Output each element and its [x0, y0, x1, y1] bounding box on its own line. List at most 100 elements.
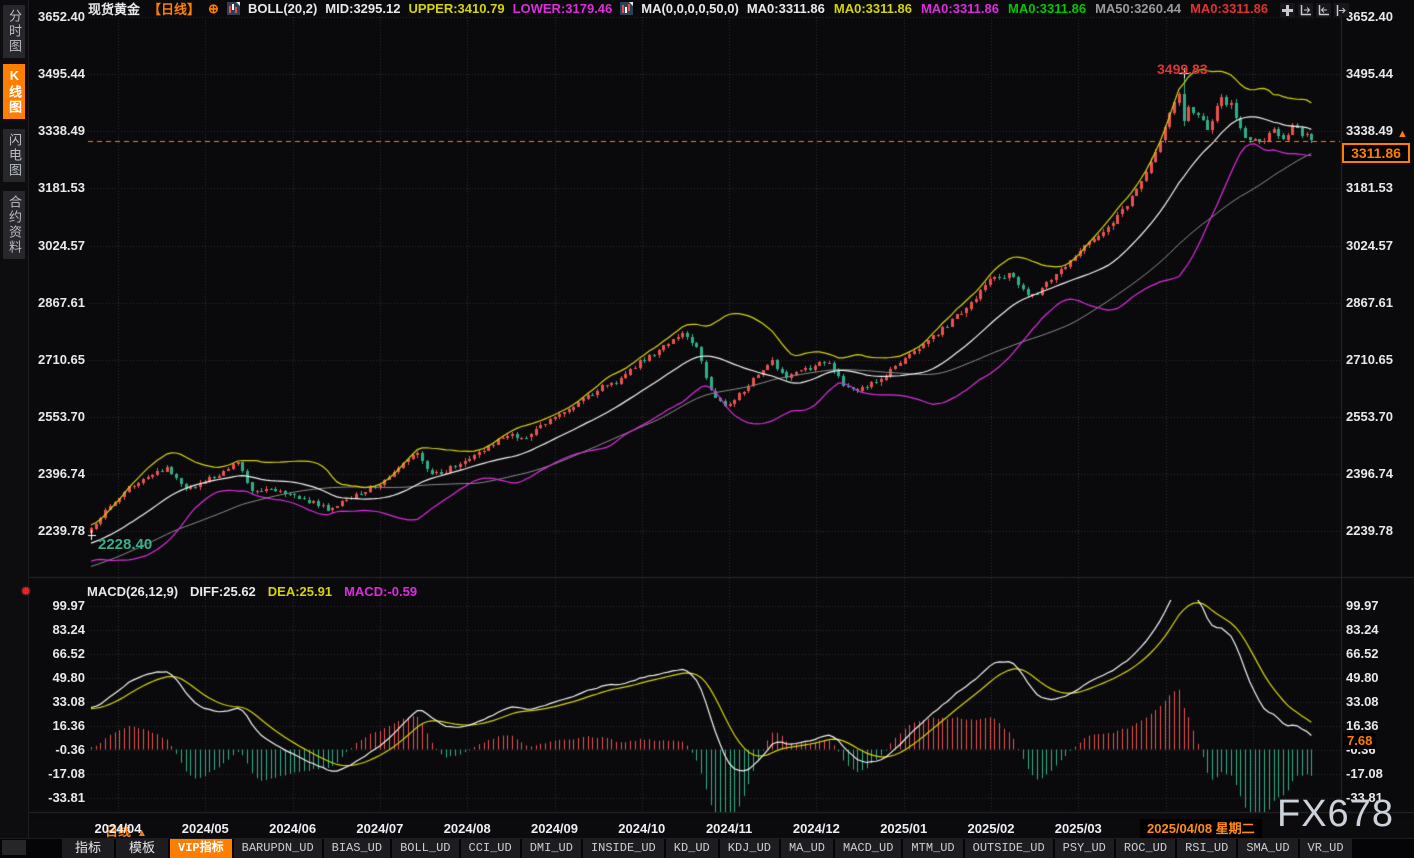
date-label: 2024/10: [618, 821, 666, 836]
axR-label: 2553.70: [1346, 408, 1393, 424]
scroll-right-icon[interactable]: [1334, 3, 1349, 17]
macd-hist-value: MACD:-0.59: [344, 584, 418, 599]
mxL-label: 16.36: [52, 718, 85, 733]
boll-mini-icon: [226, 2, 240, 15]
ma-value: MA0:3311.86: [1008, 1, 1087, 16]
ma-mini-icon: [620, 2, 634, 15]
mxR-label: 83.24: [1346, 622, 1379, 637]
ma-value: MA0:3311.86: [833, 1, 912, 16]
boll-lower-value: LOWER:3179.46: [512, 1, 613, 16]
bottom-tab-bar: 指标 模板 VIP指标 BARUPDN_UD BIAS_UD BOLL_UD CCI_UD D…: [0, 838, 1414, 858]
mxR-label: -33.81: [1346, 790, 1383, 805]
ma-value: MA0:3311.86: [746, 1, 825, 16]
bottom-tab-KDJ_UD[interactable]: KDJ_UD: [719, 839, 779, 858]
ma-value: MA0:3311.86: [1190, 1, 1269, 16]
x-axis-zoom-icon[interactable]: [1316, 3, 1331, 17]
last-price-badge: 3311.86: [1342, 143, 1410, 163]
date-label: 2024/08: [443, 821, 491, 836]
boll-label: BOLL(20,2): [247, 1, 318, 16]
add-indicator-icon[interactable]: ⊕: [208, 0, 219, 16]
bottom-tab-模板[interactable]: 模板: [116, 839, 169, 858]
sidebar-item-flash-chart[interactable]: 闪电图: [3, 129, 25, 182]
y-axis-zoom-icon[interactable]: [1298, 3, 1313, 17]
bottom-tab-OUTSIDE_UD[interactable]: OUTSIDE_UD: [964, 839, 1053, 858]
mxR-label: 99.97: [1346, 598, 1379, 613]
bottom-tab-VR_UD[interactable]: VR_UD: [1299, 839, 1352, 858]
axL-label: 3338.49: [38, 123, 85, 139]
bottom-tab-PSY_UD[interactable]: PSY_UD: [1054, 839, 1114, 858]
latest-price-arrow-icon: ▲: [1397, 128, 1408, 140]
macd-value-badge: 7.68: [1343, 733, 1377, 749]
period-badge[interactable]: 【日线】: [148, 2, 201, 17]
sidebar-item-kline-chart[interactable]: K线图: [3, 64, 25, 119]
bottom-tab-INSIDE_UD[interactable]: INSIDE_UD: [582, 839, 664, 858]
macd-label: MACD(26,12,9): [87, 584, 179, 599]
axL-label: 3024.57: [38, 237, 85, 253]
bottom-tab-MACD_UD[interactable]: MACD_UD: [835, 839, 902, 858]
bottom-tab-DMI_UD[interactable]: DMI_UD: [521, 839, 581, 858]
period-selector[interactable]: 日线 ▲: [105, 824, 147, 839]
date-label: 2025/02: [967, 821, 1015, 836]
axL-label: 3495.44: [38, 66, 85, 82]
bottom-tab-MA_UD[interactable]: MA_UD: [780, 839, 833, 858]
boll-upper-value: UPPER:3410.79: [408, 1, 505, 16]
mxR-label: 49.80: [1346, 670, 1379, 685]
date-label: 2025/01: [880, 821, 928, 836]
axR-label: 3495.44: [1346, 66, 1393, 82]
sidebar-item-contract-info[interactable]: 合约资料: [3, 191, 25, 259]
mxL-label: 83.24: [52, 622, 85, 637]
sidebar-item-time-chart[interactable]: 分时图: [3, 5, 25, 58]
mxL-label: -17.08: [48, 766, 85, 781]
bottom-tab-ROC_UD[interactable]: ROC_UD: [1115, 839, 1176, 858]
date-label: 2024/06: [269, 821, 317, 836]
lowest-price-annotation: 2228.40: [98, 536, 153, 553]
ma-value: MA0:3311.86: [920, 1, 999, 16]
axR-label: 2239.78: [1346, 523, 1393, 539]
bottom-tab-KD_UD[interactable]: KD_UD: [665, 839, 718, 858]
axL-label: 3181.53: [38, 180, 85, 196]
axR-label: 2710.65: [1346, 351, 1393, 367]
mxL-label: 49.80: [52, 670, 85, 685]
mxL-label: 66.52: [52, 646, 85, 661]
bottom-tab-CCI_UD[interactable]: CCI_UD: [460, 839, 520, 858]
macd-diff-value: DIFF:25.62: [190, 584, 256, 599]
date-label: 2024/05: [181, 821, 229, 836]
axR-label: 2396.74: [1346, 466, 1393, 482]
bottom-tab-指标[interactable]: 指标: [62, 839, 115, 858]
date-label: 2024/09: [531, 821, 578, 836]
mxR-label: 16.36: [1346, 718, 1379, 733]
date-label: 2024/12: [792, 821, 840, 836]
mxL-label: 33.08: [52, 694, 85, 709]
axR-label: 2867.61: [1346, 294, 1393, 310]
indicator-alert-icon[interactable]: ✹: [20, 583, 32, 599]
axL-label: 2867.61: [38, 294, 85, 310]
pan-tool-icon[interactable]: [1280, 3, 1295, 17]
bottom-tab-BIAS_UD[interactable]: BIAS_UD: [323, 839, 391, 858]
chart-toolbar: [1280, 3, 1349, 17]
ma-value: MA50:3260.44: [1095, 1, 1182, 16]
bottom-tab-SMA_UD[interactable]: SMA_UD: [1238, 839, 1298, 858]
axL-label: 2396.74: [38, 466, 85, 482]
bottom-tab-BARUPDN_UD[interactable]: BARUPDN_UD: [233, 839, 322, 858]
mxR-label: -17.08: [1346, 766, 1383, 781]
date-label: 2024/11: [705, 821, 753, 836]
ma-values: MA0:3311.86 MA0:3311.86 MA0:3311.86 MA0:331…: [747, 1, 1268, 16]
bottom-tab-BOLL_UD[interactable]: BOLL_UD: [392, 839, 459, 858]
bottom-tab-MTM_UD[interactable]: MTM_UD: [903, 839, 963, 858]
chart-header: 现货黄金 【日线】 ⊕ BOLL(20,2) MID:3295.12 UPPER…: [88, 0, 1268, 18]
axR-label: 3652.40: [1346, 9, 1393, 24]
date-label: 2024/04: [94, 821, 142, 836]
symbol-title: 现货黄金: [88, 2, 141, 17]
period-dropdown-icon: ▲: [137, 828, 147, 839]
bottom-tab-RSI_UD[interactable]: RSI_UD: [1177, 839, 1237, 858]
axL-label: 3652.40: [38, 9, 85, 24]
bottom-tab-VIP指标[interactable]: VIP指标: [170, 839, 232, 858]
macd-header: MACD(26,12,9) DIFF:25.62 DEA:25.91 MACD:…: [87, 584, 417, 599]
watermark: FX678: [1277, 793, 1394, 835]
boll-mid-value: MID:3295.12: [325, 1, 401, 16]
crosshair-date-tooltip: 2025/04/08 星期二: [1140, 819, 1262, 838]
axL-label: 2553.70: [38, 408, 85, 424]
mxL-label: -0.36: [55, 742, 85, 757]
axR-label: 3338.49: [1346, 123, 1393, 139]
